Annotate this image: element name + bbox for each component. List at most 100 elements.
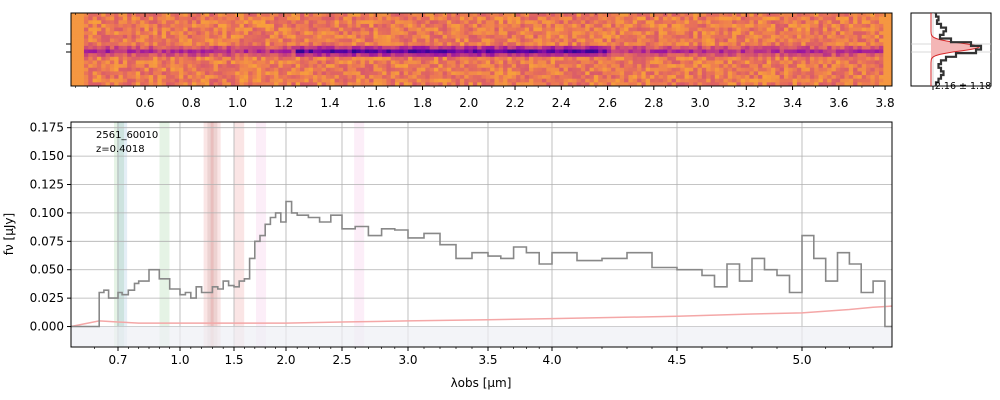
heatmap-cell [321,27,327,32]
heatmap-cell [874,20,880,25]
heatmap-cell [351,53,357,58]
heatmap-cell [809,53,815,58]
heatmap-cell [114,38,119,43]
heatmap-cell [740,34,746,39]
heatmap-cell [887,13,893,18]
heatmap-cell [788,60,794,65]
heatmap-cell [477,34,482,39]
heatmap-cell [576,38,582,43]
heatmap-cell [688,56,694,61]
heatmap-cell [822,78,828,83]
heatmap-cell [386,60,392,65]
heatmap-cell [809,20,815,25]
heatmap-cell [75,20,81,25]
heatmap-cell [239,67,245,72]
heatmap-cell [347,71,353,76]
heatmap-cell [628,16,634,21]
heatmap-cell [364,64,370,69]
heatmap-cell [179,34,184,39]
heatmap-cell [287,45,292,50]
heatmap-cell [75,49,81,54]
heatmap-cell [567,23,573,28]
heatmap-cell [187,56,193,61]
heatmap-cell [520,45,526,50]
heatmap-cell [788,45,794,50]
heatmap-cell [714,49,720,54]
heatmap-cell [675,49,681,54]
heatmap-cell [809,78,815,83]
heatmap-cell [559,53,564,58]
heatmap-cell [710,64,716,69]
heatmap-cell [170,20,176,25]
heatmap-cell [71,23,76,28]
heatmap-cell [563,82,569,87]
heatmap-cell [204,16,210,21]
heatmap-cell [554,20,560,25]
heatmap-cell [222,20,227,25]
heatmap-cell [308,27,314,32]
heatmap-cell [693,78,698,83]
heatmap-x-tick-label: 3.2 [737,96,756,110]
heatmap-cell [511,53,517,58]
heatmap-cell [330,42,335,47]
heatmap-cell [269,60,275,65]
heatmap-cell [533,49,539,54]
heatmap-cell [801,27,806,32]
heatmap-cell [624,53,629,58]
heatmap-cell [697,82,703,87]
heatmap-cell [304,71,310,76]
heatmap-cell [347,16,353,21]
heatmap-cell [567,67,573,72]
heatmap-cell [541,42,547,47]
heatmap-cell [831,64,837,69]
heatmap-cell [766,53,772,58]
heatmap-cell [330,16,335,21]
heatmap-cell [598,31,603,36]
heatmap-cell [196,38,202,43]
heatmap-cell [446,75,452,80]
heatmap-cell [209,20,214,25]
heatmap-cell [96,64,102,69]
heatmap-cell [92,67,98,72]
heatmap-cell [796,78,802,83]
heatmap-cell [79,67,85,72]
heatmap-cell [295,34,301,39]
emission-line-band [256,122,267,347]
heatmap-cell [161,75,167,80]
heatmap-cell [421,49,426,54]
heatmap-cell [727,45,733,50]
heatmap-cell [719,71,724,76]
heatmap-cell [183,23,189,28]
heatmap-cell [675,82,681,87]
heatmap-cell [740,56,746,61]
heatmap-cell [723,67,729,72]
heatmap-cell [373,60,379,65]
heatmap-cell [312,13,318,18]
heatmap-cell [209,45,214,50]
heatmap-cell [222,23,227,28]
heatmap-cell [330,38,335,43]
heatmap-cell [248,45,253,50]
heatmap-cell [79,20,85,25]
heatmap-cell [783,27,789,32]
heatmap-cell [295,45,301,50]
heatmap-cell [135,23,141,28]
heatmap-cell [196,60,202,65]
heatmap-cell [287,56,292,61]
heatmap-cell [546,42,552,47]
heatmap-cell [334,23,340,28]
heatmap-cell [75,34,81,39]
heatmap-cell [481,49,487,54]
heatmap-cell [861,67,867,72]
heatmap-cell [719,64,724,69]
heatmap-cell [148,71,154,76]
heatmap-cell [196,64,202,69]
heatmap-cell [762,23,768,28]
heatmap-cell [395,60,400,65]
heatmap-cell [628,31,634,36]
heatmap-cell [191,75,197,80]
heatmap-cell [330,71,335,76]
heatmap-cell [589,23,595,28]
heatmap-cell [498,38,504,43]
heatmap-cell [252,27,258,32]
